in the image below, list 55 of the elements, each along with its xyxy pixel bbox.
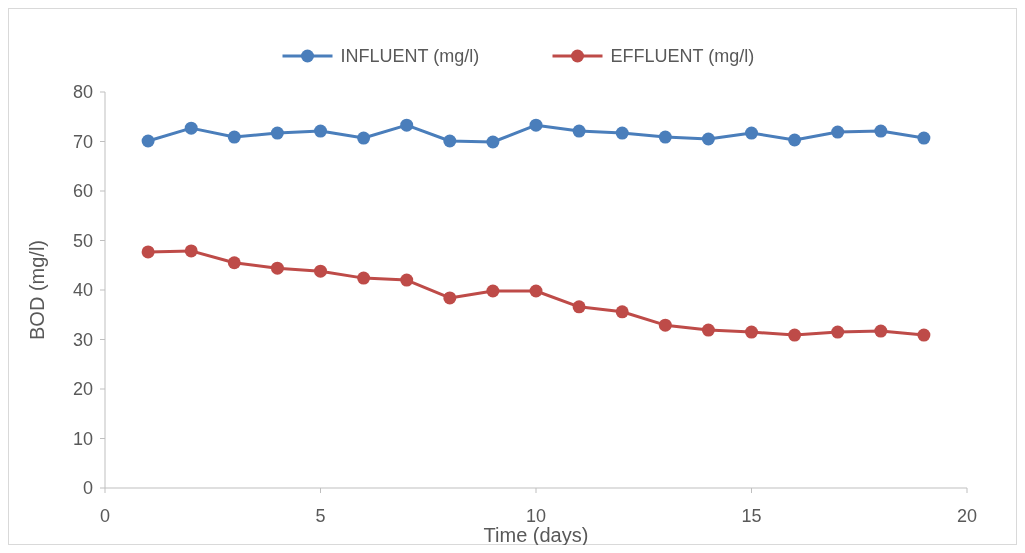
y-tick-label: 50 [72, 230, 93, 251]
y-tick-label: 0 [82, 478, 93, 499]
legend-label: EFFLUENT (mg/l) [610, 46, 755, 67]
point [184, 121, 198, 135]
point [615, 305, 629, 319]
legend-label: INFLUENT (mg/l) [340, 46, 480, 67]
point [874, 124, 888, 138]
point [184, 244, 198, 258]
point [831, 325, 845, 339]
y-tick-label: 30 [72, 329, 93, 350]
point [314, 264, 327, 278]
point [443, 134, 457, 148]
point [529, 284, 543, 298]
point [788, 133, 802, 147]
point [745, 126, 758, 140]
point [701, 323, 715, 337]
point [917, 131, 931, 145]
point [831, 125, 845, 139]
y-tick-label: 10 [72, 428, 93, 449]
point [572, 300, 586, 314]
point [357, 131, 371, 145]
point [486, 284, 500, 298]
point [314, 124, 327, 138]
point [141, 134, 155, 148]
y-tick-label: 80 [72, 82, 93, 103]
point [227, 256, 241, 270]
x-tick-label: 5 [315, 506, 326, 526]
x-tick-label: 20 [956, 506, 978, 526]
point [443, 291, 457, 305]
y-tick-label: 40 [72, 280, 93, 301]
point [270, 261, 284, 275]
point [141, 245, 155, 259]
point [615, 126, 629, 140]
y-tick-label: 70 [72, 131, 93, 152]
y-tick-label: 60 [72, 181, 93, 202]
point [572, 124, 586, 138]
x-tick-label: 10 [525, 506, 547, 526]
point [357, 271, 371, 285]
x-tick-label: 0 [99, 506, 111, 526]
y-tick-label: 20 [72, 379, 93, 400]
point [917, 328, 931, 342]
point [745, 325, 758, 339]
point [658, 318, 672, 332]
point [788, 328, 802, 342]
point [227, 130, 241, 144]
point [701, 132, 715, 146]
point [658, 130, 672, 144]
point [270, 126, 284, 140]
point [529, 118, 543, 132]
point [400, 118, 414, 132]
point [486, 135, 500, 149]
y-axis-title: BOD (mg/l) [26, 240, 48, 340]
point [400, 273, 414, 287]
point [874, 324, 888, 338]
x-tick-label: 15 [741, 506, 762, 526]
